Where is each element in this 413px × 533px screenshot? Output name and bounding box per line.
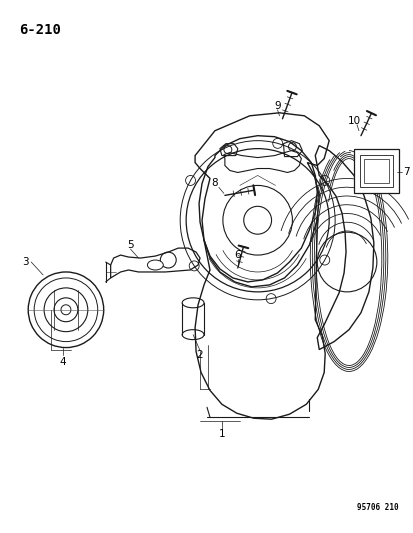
Text: 10: 10 [347,116,360,126]
Text: 7: 7 [402,167,409,177]
Bar [359,155,392,188]
Text: 4: 4 [59,357,66,367]
Text: 95706 210: 95706 210 [356,503,398,512]
Bar [353,149,398,193]
Text: 2: 2 [196,350,203,360]
Text: 8: 8 [211,179,218,189]
Bar [363,158,388,183]
Text: 5: 5 [127,240,133,250]
Text: 9: 9 [273,101,280,111]
Ellipse shape [147,260,163,270]
Text: 3: 3 [22,257,28,267]
Text: 6-210: 6-210 [19,23,61,37]
Text: 6: 6 [234,250,240,260]
Text: 1: 1 [218,429,225,439]
